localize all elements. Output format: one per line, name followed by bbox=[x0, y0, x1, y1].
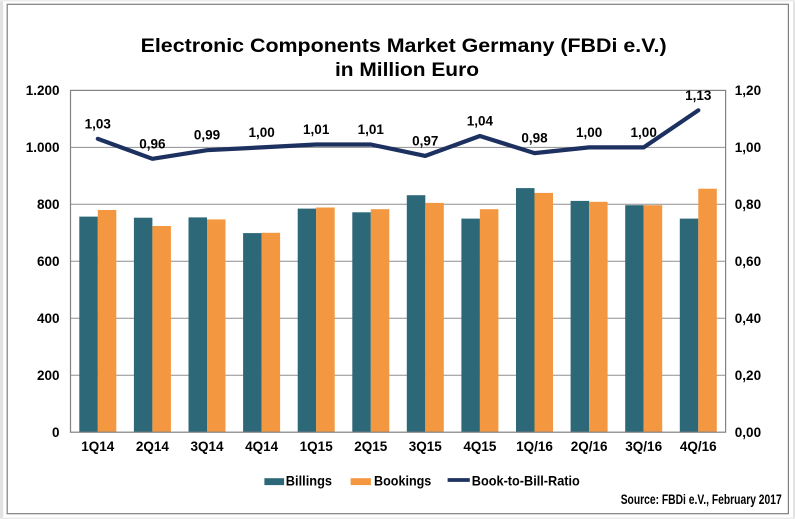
svg-text:0,98: 0,98 bbox=[521, 131, 548, 146]
svg-text:2Q/16: 2Q/16 bbox=[571, 439, 608, 454]
svg-text:1,01: 1,01 bbox=[358, 122, 385, 137]
svg-text:in Million Euro: in Million Euro bbox=[335, 60, 479, 81]
svg-text:Source: FBDi e.V., February 20: Source: FBDi e.V., February 2017 bbox=[621, 492, 782, 507]
svg-text:1Q14: 1Q14 bbox=[81, 439, 115, 454]
svg-text:1Q/16: 1Q/16 bbox=[516, 439, 553, 454]
svg-text:0,00: 0,00 bbox=[735, 425, 761, 440]
svg-text:1,00: 1,00 bbox=[576, 125, 602, 140]
svg-text:4Q14: 4Q14 bbox=[245, 439, 279, 454]
svg-text:Electronic Components Market G: Electronic Components Market Germany (FB… bbox=[141, 36, 667, 57]
svg-text:1Q15: 1Q15 bbox=[300, 439, 334, 454]
svg-text:3Q15: 3Q15 bbox=[409, 439, 443, 454]
svg-text:1,13: 1,13 bbox=[685, 88, 712, 103]
svg-text:0,80: 0,80 bbox=[735, 197, 761, 212]
svg-text:2Q14: 2Q14 bbox=[136, 439, 170, 454]
svg-text:4Q/16: 4Q/16 bbox=[680, 439, 717, 454]
svg-text:400: 400 bbox=[37, 311, 60, 326]
svg-text:3Q/16: 3Q/16 bbox=[625, 439, 662, 454]
svg-text:0,97: 0,97 bbox=[412, 133, 438, 148]
svg-text:800: 800 bbox=[37, 197, 60, 212]
svg-text:1,20: 1,20 bbox=[735, 83, 761, 98]
svg-text:1,00: 1,00 bbox=[631, 125, 657, 140]
svg-text:2Q15: 2Q15 bbox=[354, 439, 388, 454]
svg-text:1,00: 1,00 bbox=[735, 140, 761, 155]
svg-text:0,96: 0,96 bbox=[139, 136, 166, 151]
svg-text:600: 600 bbox=[37, 254, 60, 269]
svg-text:0,40: 0,40 bbox=[735, 311, 761, 326]
svg-text:1.000: 1.000 bbox=[26, 140, 60, 155]
svg-text:Billings: Billings bbox=[286, 473, 332, 489]
svg-text:Book-to-Bill-Ratio: Book-to-Bill-Ratio bbox=[472, 473, 580, 489]
svg-text:0: 0 bbox=[52, 425, 60, 440]
svg-text:200: 200 bbox=[37, 368, 60, 383]
svg-text:1,03: 1,03 bbox=[85, 116, 112, 131]
svg-text:0,99: 0,99 bbox=[194, 128, 220, 143]
svg-text:4Q15: 4Q15 bbox=[463, 439, 497, 454]
svg-text:Bookings: Bookings bbox=[374, 473, 431, 489]
svg-text:1,04: 1,04 bbox=[467, 114, 494, 129]
svg-text:0,20: 0,20 bbox=[735, 368, 761, 383]
svg-text:1,00: 1,00 bbox=[248, 125, 274, 140]
svg-text:1,01: 1,01 bbox=[303, 122, 330, 137]
svg-text:1.200: 1.200 bbox=[26, 83, 60, 98]
svg-text:3Q14: 3Q14 bbox=[190, 439, 224, 454]
svg-text:0,60: 0,60 bbox=[735, 254, 761, 269]
